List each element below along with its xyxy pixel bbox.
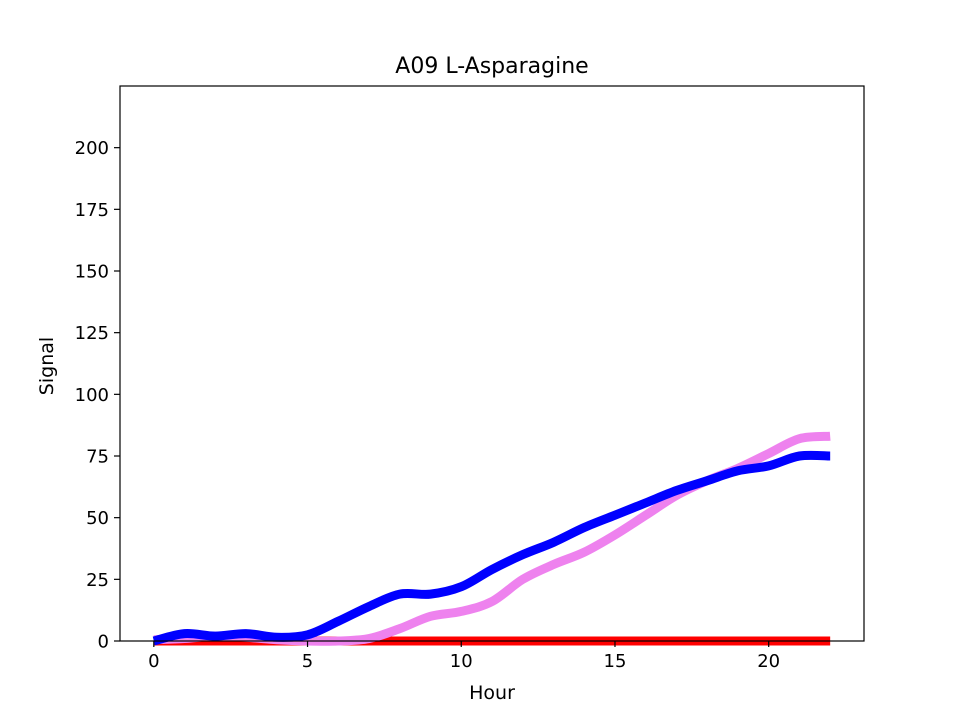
- y-tick-label: 100: [75, 385, 109, 406]
- x-tick-label: 10: [450, 651, 473, 672]
- x-tick-label: 5: [302, 651, 313, 672]
- y-tick-label: 0: [98, 632, 109, 653]
- y-tick-label: 200: [75, 138, 109, 159]
- y-tick-label: 175: [75, 200, 109, 221]
- plot-frame: [119, 85, 865, 642]
- y-tick-label: 75: [86, 447, 109, 468]
- y-axis-label: Signal: [36, 337, 58, 395]
- x-tick-label: 15: [604, 651, 627, 672]
- series-line-3: [152, 450, 831, 646]
- x-tick-label: 0: [148, 651, 159, 672]
- y-tick-label: 50: [86, 508, 109, 529]
- y-tick-label: 150: [75, 262, 109, 283]
- x-tick-label: 20: [757, 651, 780, 672]
- x-axis-label: Hour: [469, 682, 515, 704]
- chart-title: A09 L-Asparagine: [395, 54, 588, 79]
- y-tick-label: 25: [86, 570, 109, 591]
- y-tick-label: 125: [75, 323, 109, 344]
